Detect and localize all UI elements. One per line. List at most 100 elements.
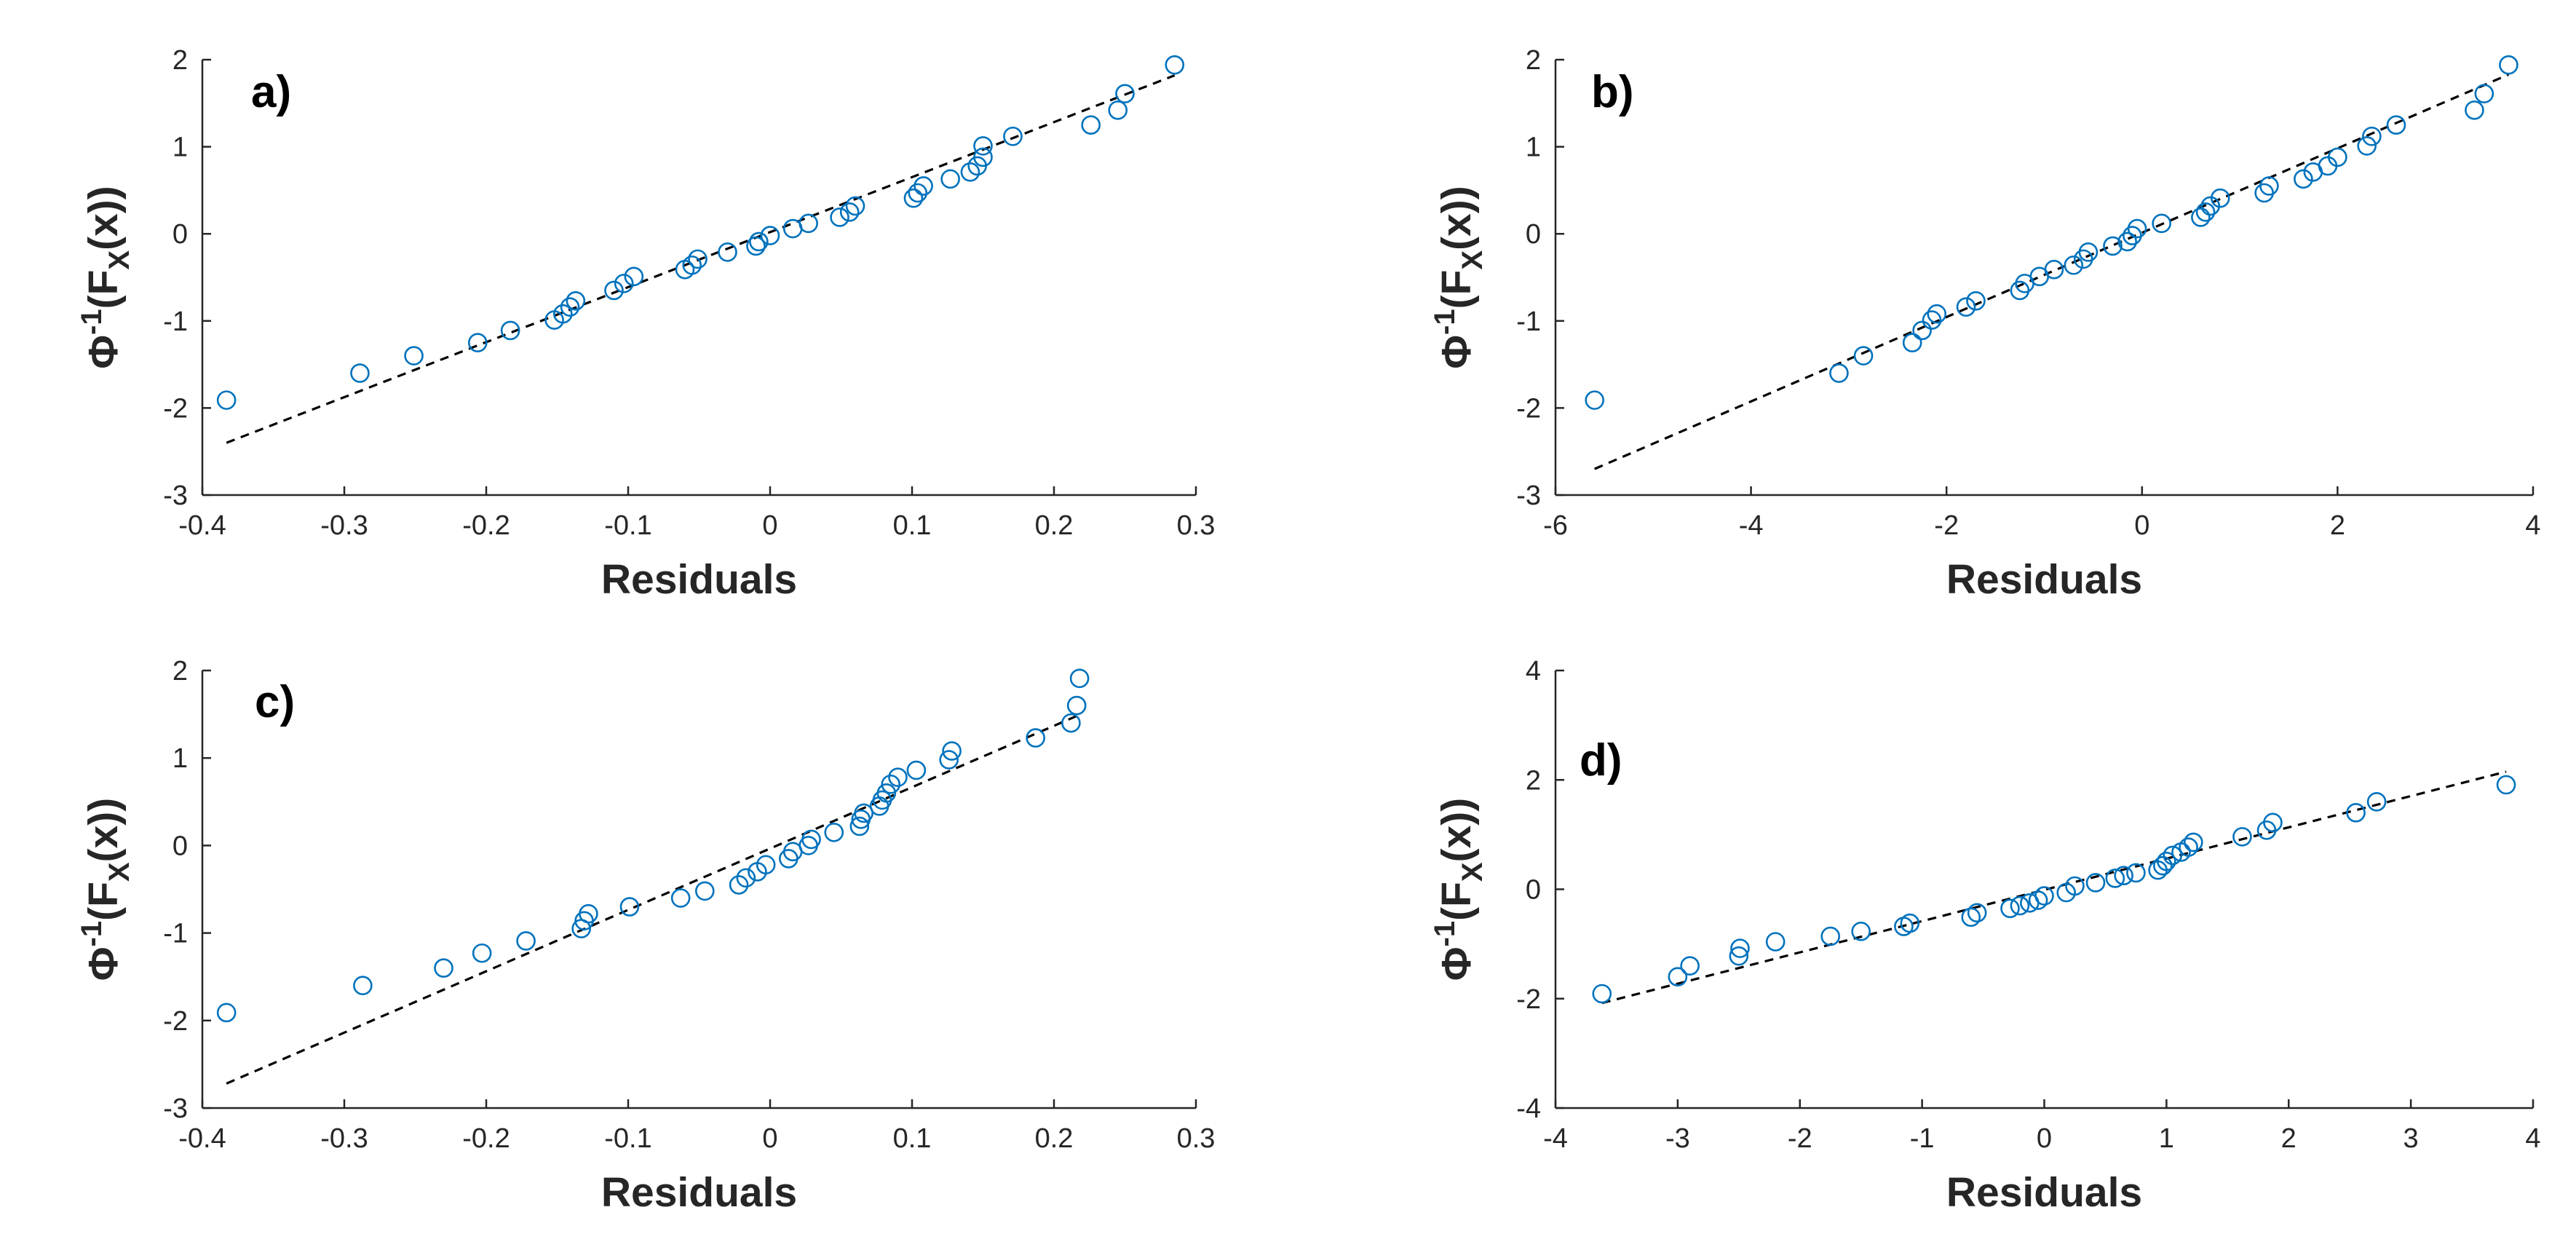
data-point — [2163, 845, 2183, 866]
data-point — [2294, 169, 2313, 189]
x-tick-label: 1 — [2159, 1123, 2174, 1154]
x-tick-label: -2 — [1934, 510, 1959, 541]
y-tick-label: -3 — [163, 480, 188, 511]
data-point — [1026, 728, 1045, 748]
x-tick-label: -2 — [1788, 1123, 1812, 1154]
data-point — [404, 346, 424, 365]
data-point — [854, 803, 873, 823]
data-point — [694, 881, 715, 901]
data-point — [1853, 346, 1874, 365]
reference-line — [1601, 770, 2507, 1005]
data-point — [845, 196, 865, 216]
data-point — [746, 236, 766, 256]
data-point — [350, 363, 370, 383]
data-point — [2210, 188, 2230, 208]
data-point — [2000, 898, 2020, 919]
panel-c: -0.4 -0.3 -0.2 -0.1 0 0.1 0.2 0.3 -3 -2 -1 0 1 2 Resid… — [76, 656, 1215, 1216]
y-axis-title-part: (x)) — [1433, 186, 1480, 250]
x-tick-label: -0.4 — [178, 510, 226, 541]
data-point — [1900, 913, 1920, 933]
x-tick-label: -0.1 — [604, 510, 651, 541]
x-tick-label: 2 — [2330, 510, 2345, 541]
y-axis-title-part: (F — [1433, 882, 1480, 921]
data-point — [1961, 907, 1981, 927]
y-axis-title-part: X — [103, 862, 135, 882]
data-point — [1003, 126, 1023, 146]
data-point — [353, 976, 373, 996]
y-tick-label: 0 — [173, 219, 188, 250]
data-point — [552, 304, 573, 324]
data-point — [942, 741, 962, 761]
y-axis-title-part: (F — [1433, 270, 1480, 309]
data-point — [2126, 863, 2146, 883]
data-point — [801, 829, 821, 850]
y-axis-title-part: Φ — [1433, 946, 1480, 981]
data-point — [1820, 926, 1841, 946]
y-axis-title: Φ-1(FX(x)) — [1429, 186, 1489, 369]
data-point — [2496, 775, 2516, 795]
x-tick-label: -0.2 — [462, 510, 510, 541]
data-point — [2195, 202, 2216, 222]
x-tick-label: -4 — [1739, 510, 1764, 541]
data-point — [434, 958, 453, 978]
x-tick-label: -0.4 — [178, 1123, 226, 1154]
data-point — [1115, 84, 1135, 103]
data-point — [624, 266, 644, 287]
data-point — [881, 774, 901, 794]
y-axis-title-part: X — [1457, 250, 1489, 270]
data-point — [619, 897, 640, 917]
data-point — [1165, 55, 1185, 75]
x-tick-label: -0.1 — [604, 1123, 651, 1154]
data-point — [2127, 218, 2147, 239]
data-point — [1730, 938, 1750, 958]
data-point — [1765, 932, 1786, 952]
y-tick-label: -1 — [163, 306, 188, 337]
y-axis-title-part: X — [1457, 862, 1489, 882]
y-tick-label: 0 — [173, 831, 188, 861]
data-point — [729, 875, 749, 895]
x-axis-title: Residuals — [1946, 1169, 2142, 1216]
y-tick-label: -4 — [1516, 1093, 1541, 1124]
y-axis-title-part: -1 — [76, 309, 108, 335]
x-axis-title: Residuals — [1946, 556, 2142, 603]
y-axis-title-part: Φ — [80, 946, 127, 981]
data-point — [2157, 851, 2176, 871]
y-axis-title: Φ-1(FX(x)) — [1429, 798, 1489, 981]
data-point — [906, 760, 927, 780]
data-point — [566, 290, 586, 311]
data-point — [1851, 922, 1871, 941]
data-point — [2114, 866, 2133, 886]
data-point — [1066, 695, 1087, 716]
x-tick-label: -6 — [1543, 510, 1568, 541]
data-point — [216, 390, 237, 410]
x-tick-label: 0 — [2037, 1123, 2052, 1154]
x-tick-label: -0.3 — [320, 1123, 368, 1154]
data-point — [1592, 984, 1612, 1004]
data-point — [2362, 126, 2382, 146]
y-tick-label: 1 — [1526, 132, 1541, 163]
y-tick-label: 4 — [1526, 656, 1541, 687]
data-point — [560, 297, 580, 317]
data-point — [216, 1002, 237, 1023]
reference-line — [1594, 73, 2510, 470]
x-axis-title: Residuals — [601, 1169, 797, 1216]
y-axis-title: Φ-1(FX(x)) — [76, 798, 135, 981]
x-tick-label: 0 — [762, 1123, 777, 1154]
data-point — [614, 274, 634, 293]
y-tick-label: -2 — [1516, 984, 1541, 1015]
x-tick-label: -0.3 — [320, 510, 368, 541]
y-tick-label: 2 — [173, 45, 188, 76]
data-point — [2328, 147, 2347, 167]
y-axis-title: Φ-1(FX(x)) — [76, 186, 135, 369]
data-point — [682, 255, 702, 275]
data-point — [2346, 803, 2366, 823]
data-point — [908, 183, 928, 203]
data-point — [1680, 956, 1700, 976]
data-point — [500, 320, 520, 341]
data-point — [736, 868, 756, 888]
data-point — [718, 242, 737, 262]
x-tick-label: 3 — [2403, 1123, 2419, 1154]
panel-label-d: d) — [1580, 735, 1622, 786]
y-tick-label: -1 — [1516, 306, 1541, 337]
data-point — [973, 147, 993, 167]
